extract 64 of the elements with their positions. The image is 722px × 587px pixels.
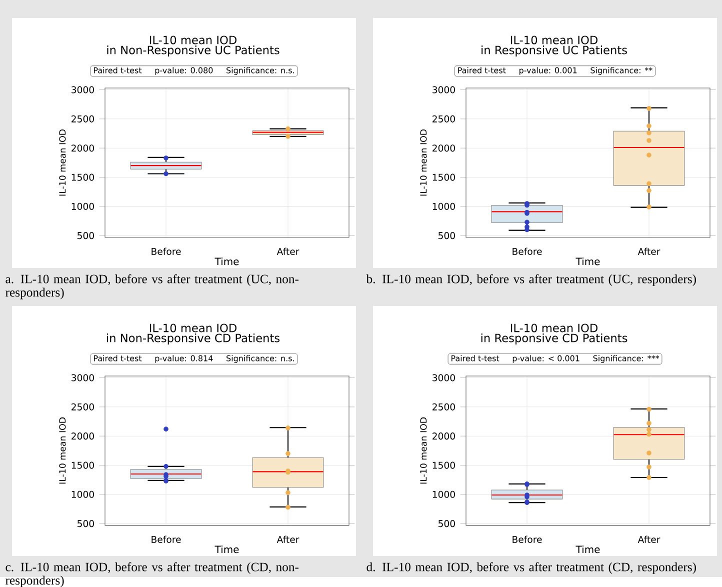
y-tick-label: 1000: [432, 490, 455, 498]
text: Paired t-test: [94, 67, 142, 74]
y-tick-label: 1000: [72, 490, 94, 498]
chart-subtitle: in Non-Responsive UC Patients: [107, 45, 280, 56]
text: p-value: 0.001: [520, 67, 577, 75]
text: p-value: 0.814: [155, 355, 213, 363]
x-tick-label: Before: [152, 248, 181, 255]
chart-title: IL-10 mean IOD: [510, 324, 598, 332]
chart-title: IL-10 mean IOD: [510, 36, 598, 44]
y-tick-label: 1000: [432, 202, 455, 210]
y-tick-label: 500: [78, 232, 94, 240]
y-tick-label: 1500: [72, 462, 94, 469]
y-tick-label: 2000: [72, 144, 94, 152]
text: c. IL-10 mean IOD, before vs after treatment (CD, non-responders): [6, 562, 299, 587]
y-tick-label: 1500: [432, 462, 455, 469]
y-axis-title: IL-10 mean IOD: [420, 417, 427, 484]
y-tick-label: 500: [78, 520, 94, 528]
y-tick-label: 2500: [432, 403, 455, 410]
chart-subtitle: in Responsive UC Patients: [482, 45, 627, 56]
y-tick-label: 2000: [72, 432, 94, 440]
x-tick-label: Before: [512, 248, 542, 255]
y-tick-label: 1500: [72, 174, 94, 181]
x-tick-label: After: [276, 536, 300, 543]
x-axis-title: Time: [214, 257, 239, 266]
x-axis-title: Time: [576, 545, 600, 554]
chart-subtitle: in Non-Responsive CD Patients: [107, 333, 280, 344]
text: Paired t-test: [452, 355, 500, 362]
text: Significance: n.s.: [226, 355, 294, 363]
text: Paired t-test: [458, 67, 506, 74]
text: Paired t-test: [94, 355, 142, 362]
y-tick-label: 3000: [72, 86, 94, 94]
y-tick-label: 1500: [432, 174, 455, 181]
text: a. IL-10 mean IOD, before vs after treatment (UC, non-responders): [6, 274, 299, 300]
x-tick-label: After: [638, 536, 660, 543]
text: Significance: ***: [593, 355, 660, 363]
y-tick-label: 3000: [72, 374, 94, 382]
x-tick-label: Before: [512, 536, 542, 543]
x-axis-title: Time: [576, 257, 600, 266]
y-tick-label: 2500: [432, 115, 455, 122]
y-tick-label: 3000: [432, 86, 455, 94]
y-tick-label: 500: [438, 520, 455, 528]
y-tick-label: 2500: [72, 403, 94, 410]
y-tick-label: 2500: [72, 115, 94, 122]
x-tick-label: Before: [152, 536, 181, 543]
y-tick-label: 1000: [72, 202, 94, 210]
text: d. IL-10 mean IOD, before vs after treatment (CD, responders): [366, 562, 696, 574]
y-tick-label: 3000: [432, 374, 455, 382]
chart-title: IL-10 mean IOD: [150, 36, 236, 44]
y-axis-title: IL-10 mean IOD: [59, 129, 66, 196]
text: p-value: 0.080: [155, 67, 213, 75]
x-tick-label: After: [276, 248, 300, 255]
x-axis-title: Time: [214, 545, 239, 554]
y-axis-title: IL-10 mean IOD: [59, 417, 66, 484]
y-tick-label: 2000: [432, 432, 455, 440]
chart-subtitle: in Responsive CD Patients: [481, 333, 628, 344]
chart-title: IL-10 mean IOD: [150, 324, 236, 332]
text: Significance: **: [590, 67, 652, 75]
text: Significance: n.s.: [226, 67, 294, 75]
y-axis-title: IL-10 mean IOD: [420, 129, 427, 196]
x-tick-label: After: [638, 248, 660, 255]
y-tick-label: 500: [438, 232, 455, 240]
text: b. IL-10 mean IOD, before vs after treatment (UC, responders): [366, 274, 696, 286]
y-tick-label: 2000: [432, 144, 455, 152]
text: p-value: < 0.001: [512, 355, 580, 363]
